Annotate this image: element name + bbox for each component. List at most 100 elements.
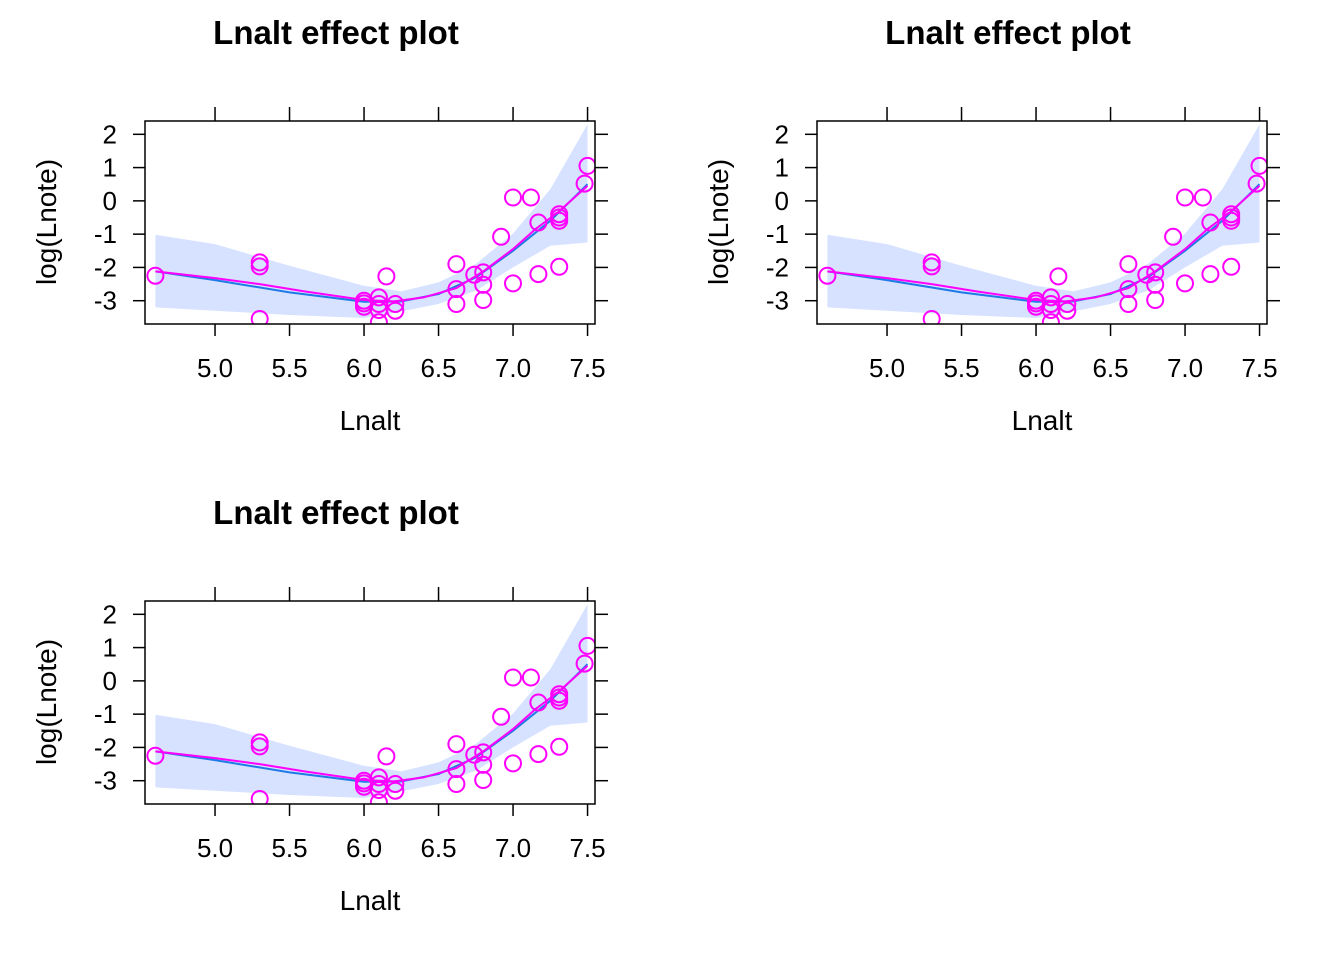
y-tick-label: 0 [775, 186, 789, 216]
data-point [818, 266, 837, 285]
y-tick-label: 2 [775, 119, 789, 149]
plot-frame [144, 600, 596, 805]
y-tick-label: -3 [766, 286, 789, 316]
data-point [386, 301, 405, 320]
data-point [386, 775, 405, 793]
data-point [578, 636, 595, 655]
data-point [474, 771, 493, 789]
data-point [504, 668, 522, 687]
data-point [575, 174, 594, 193]
y-tick-label: 0 [103, 186, 117, 216]
data-point [1119, 255, 1138, 274]
panel-title: Lnalt effect plot [213, 494, 459, 531]
x-tick-label: 7.5 [1241, 353, 1277, 383]
data-point [529, 265, 548, 284]
y-tick-label: 1 [103, 633, 117, 663]
confidence-band [827, 124, 1260, 318]
data-point [492, 707, 511, 726]
y-tick-label: -1 [94, 699, 117, 729]
data-point [1049, 267, 1068, 286]
data-point [447, 775, 466, 793]
x-tick-label: 6.5 [420, 833, 456, 863]
data-point [250, 737, 269, 756]
data-point [1041, 313, 1060, 324]
x-tick-label: 7.5 [569, 833, 605, 863]
x-tick-label: 5.0 [197, 833, 233, 863]
x-tick-label: 6.0 [1018, 353, 1054, 383]
data-point [1041, 288, 1060, 307]
x-tick-label: 6.5 [420, 353, 456, 383]
data-point [504, 754, 522, 773]
data-point [369, 313, 388, 324]
plot-area [146, 604, 595, 804]
data-point [504, 274, 522, 293]
data-point [1119, 280, 1138, 299]
data-point [447, 735, 466, 754]
data-point [922, 310, 941, 324]
data-point [529, 693, 548, 712]
effect-plot-panel: 5.0 5.5 6.0 6.5 7.0 7.5 -3 -2-101 2 Lnalt effect … [31, 494, 608, 916]
data-point [529, 213, 548, 232]
data-point [1164, 227, 1183, 246]
data-point [1176, 274, 1194, 293]
data-point [146, 746, 165, 765]
data-point [369, 288, 388, 307]
y-tick-label: 2 [103, 599, 117, 629]
data-point [377, 747, 396, 766]
plot-area [146, 124, 595, 324]
data-point [1146, 263, 1165, 282]
y-tick-label: -1 [766, 219, 789, 249]
data-point [550, 257, 569, 276]
y-tick-label: -2 [766, 252, 789, 282]
y-axis-label: log(Lnote) [703, 159, 734, 285]
x-tick-label: 5.0 [869, 353, 905, 383]
confidence-band [155, 604, 588, 798]
effect-plot-panel: 5.0 5.5 6.0 6.5 7.0 7.5 -3 -2-101 2 Lnalt effect … [703, 14, 1280, 436]
data-point [521, 188, 540, 207]
data-point [504, 188, 522, 207]
x-tick-label: 5.5 [271, 833, 307, 863]
data-point [447, 255, 466, 274]
y-tick-label: -3 [94, 286, 117, 316]
data-point [1137, 265, 1156, 284]
data-point [529, 745, 548, 764]
y-tick-label: -2 [94, 252, 117, 282]
data-point [1222, 257, 1241, 276]
plot-frame [816, 120, 1268, 325]
data-point [474, 263, 493, 282]
y-tick-label: -2 [94, 732, 117, 762]
x-tick-label: 5.5 [943, 353, 979, 383]
data-point [1146, 291, 1165, 309]
plot-frame [144, 120, 596, 325]
data-point [1247, 174, 1266, 193]
data-point [550, 688, 569, 707]
data-point [1176, 188, 1194, 207]
y-tick-label: 1 [775, 153, 789, 183]
data-point [250, 790, 269, 804]
x-tick-label: 5.0 [197, 353, 233, 383]
y-tick-label: 0 [103, 666, 117, 696]
data-point [1119, 295, 1138, 313]
panel-title: Lnalt effect plot [885, 14, 1131, 51]
data-point [1201, 213, 1220, 232]
data-point [1201, 265, 1220, 284]
data-point [521, 668, 540, 687]
data-point [550, 208, 569, 227]
x-axis-label: Lnalt [340, 405, 401, 436]
data-point [377, 267, 396, 286]
data-point [550, 737, 569, 756]
y-tick-label: -3 [94, 766, 117, 796]
data-point [447, 280, 466, 299]
x-tick-label: 7.0 [495, 833, 531, 863]
x-tick-label: 6.5 [1092, 353, 1128, 383]
data-point [474, 291, 493, 309]
data-point [1058, 301, 1077, 320]
data-point [250, 310, 269, 324]
data-point [369, 768, 388, 787]
data-point [578, 156, 595, 175]
effect-plot-panel: 5.0 5.5 6.0 6.5 7.0 7.5 -3 -2-101 2 Lnalt effect … [31, 14, 608, 436]
data-point [474, 743, 493, 762]
x-axis-label: Lnalt [1012, 405, 1073, 436]
y-tick-label: -1 [94, 219, 117, 249]
